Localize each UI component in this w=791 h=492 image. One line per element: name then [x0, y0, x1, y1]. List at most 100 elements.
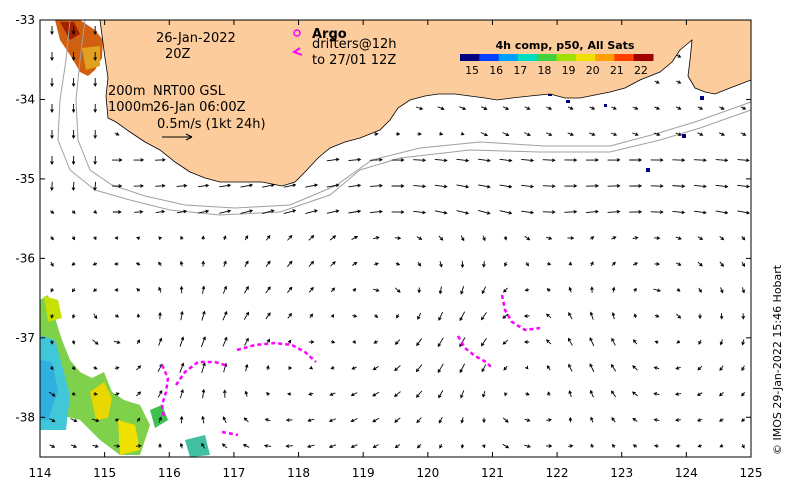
current-arrow [221, 443, 228, 449]
current-arrow [741, 287, 746, 294]
current-arrow [308, 392, 314, 396]
sst-patches [40, 20, 714, 457]
current-arrow [348, 183, 362, 188]
current-arrow [672, 210, 686, 215]
current-arrow [71, 104, 76, 113]
current-arrow [179, 336, 185, 347]
current-arrow [93, 52, 98, 61]
current-arrow [179, 285, 184, 294]
current-arrow [568, 363, 573, 372]
x-tick-label: 117 [222, 466, 245, 480]
current-arrow [242, 444, 250, 448]
current-arrow [654, 106, 661, 110]
x-tick-label: 125 [740, 466, 763, 480]
current-arrow [71, 78, 76, 87]
current-arrow [590, 261, 594, 267]
current-arrow [502, 443, 510, 449]
current-arrow [50, 340, 54, 345]
current-arrow [610, 363, 617, 372]
current-arrow [696, 418, 703, 422]
current-arrow [179, 362, 185, 373]
current-arrow [675, 132, 682, 136]
current-arrow [546, 106, 553, 110]
current-arrow [50, 78, 54, 87]
current-arrow [287, 366, 293, 370]
current-arrow [201, 285, 206, 294]
current-arrow [351, 366, 357, 370]
current-arrow [374, 314, 379, 319]
current-arrow [460, 286, 465, 295]
current-arrow [698, 313, 702, 320]
colorbar-tick-label: 20 [586, 64, 600, 77]
current-arrow [265, 312, 271, 320]
current-arrow [632, 132, 639, 136]
current-arrow [737, 184, 751, 189]
current-arrow [478, 210, 491, 215]
current-arrow [93, 26, 98, 35]
current-arrow [287, 260, 293, 267]
current-arrow [158, 261, 162, 266]
current-arrow [502, 339, 509, 345]
current-arrow [696, 392, 703, 396]
drifters-label: drifters@12h [312, 37, 397, 52]
current-arrow [393, 391, 401, 398]
current-arrow [308, 286, 314, 293]
current-arrow [350, 418, 358, 423]
x-tick-label: 119 [352, 466, 375, 480]
current-arrow [71, 181, 76, 192]
current-arrow [413, 210, 427, 215]
current-arrow [179, 442, 184, 449]
current-arrow [720, 287, 724, 294]
current-arrow [223, 260, 227, 267]
current-arrow [654, 340, 659, 345]
current-arrow [222, 416, 227, 424]
current-arrow [155, 158, 166, 162]
current-arrow [352, 314, 358, 318]
current-arrow [244, 260, 249, 267]
colorbar-segment [595, 54, 615, 61]
current-arrow [676, 288, 681, 292]
current-arrow [369, 157, 383, 162]
current-arrow [394, 365, 401, 372]
current-arrow [456, 158, 470, 163]
current-arrow [328, 444, 337, 449]
current-arrow [372, 417, 380, 423]
current-arrow [158, 286, 162, 293]
colorbar-tick-label: 19 [562, 64, 576, 77]
current-arrow [240, 209, 254, 214]
current-arrow [115, 418, 120, 422]
current-arrow [49, 418, 56, 422]
current-arrow [201, 235, 205, 240]
current-arrow [524, 288, 530, 292]
current-arrow [438, 416, 443, 424]
current-arrow [180, 235, 184, 240]
current-arrow [372, 391, 380, 397]
current-arrow [179, 260, 184, 267]
current-arrow [504, 392, 508, 397]
current-arrow [654, 236, 661, 240]
current-arrow [741, 391, 746, 397]
current-arrow [416, 236, 423, 240]
current-arrow [329, 392, 336, 396]
isobath-200-label: 200m [108, 84, 145, 99]
current-arrow [328, 418, 337, 423]
current-arrow [114, 366, 120, 370]
current-arrow [718, 391, 724, 397]
current-arrow [93, 210, 98, 214]
current-arrow [50, 155, 54, 165]
current-arrow [439, 132, 444, 136]
current-arrow [50, 236, 54, 241]
current-arrow [503, 365, 508, 371]
current-arrow [502, 313, 509, 319]
current-arrow [222, 285, 228, 294]
current-arrow [737, 210, 751, 215]
current-arrow [373, 340, 378, 344]
current-arrow [113, 262, 119, 266]
current-arrow [524, 418, 531, 422]
current-arrow [698, 339, 702, 345]
current-arrow [632, 236, 639, 240]
current-arrow [326, 183, 340, 188]
current-arrow [415, 106, 424, 111]
current-arrow [136, 313, 141, 318]
current-arrow [330, 287, 336, 293]
